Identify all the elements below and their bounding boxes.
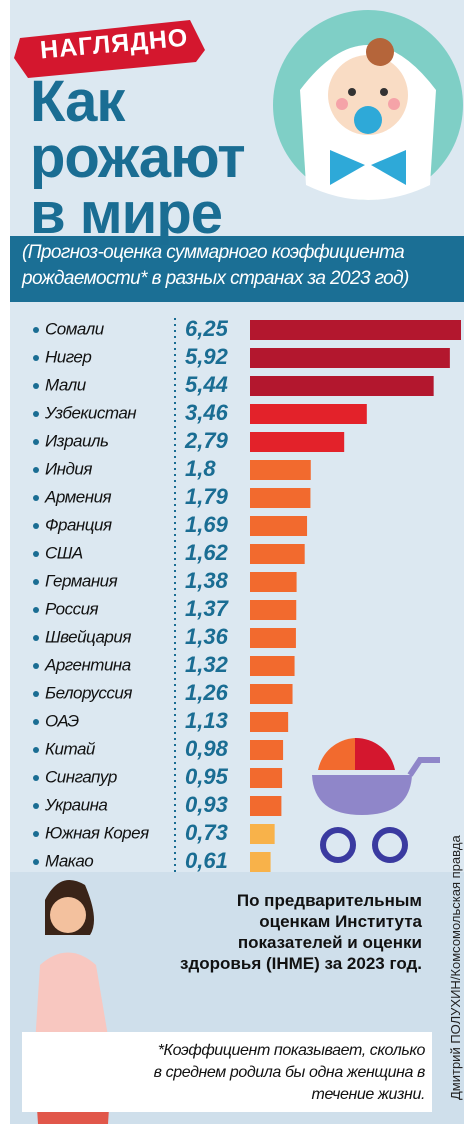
value-label: 1,26 <box>185 680 229 705</box>
bar <box>250 740 283 760</box>
value-label: 1,13 <box>185 708 228 733</box>
bullet <box>33 607 39 613</box>
bar <box>250 432 344 452</box>
value-label: 1,32 <box>185 652 229 677</box>
bar <box>250 796 281 816</box>
bullet <box>33 523 39 529</box>
bar <box>250 460 311 480</box>
value-label: 3,46 <box>185 400 229 425</box>
value-label: 1,38 <box>185 568 229 593</box>
bar <box>250 600 296 620</box>
value-label: 1,79 <box>185 484 229 509</box>
bar <box>250 628 296 648</box>
category-label: Узбекистан <box>44 403 137 422</box>
bar <box>250 768 282 788</box>
value-label: 5,92 <box>185 344 229 369</box>
value-label: 1,37 <box>185 596 230 621</box>
category-label: Швейцария <box>45 627 131 646</box>
bullet <box>33 635 39 641</box>
bullet <box>33 411 39 417</box>
bar <box>250 712 288 732</box>
bar <box>250 852 271 872</box>
category-label: США <box>45 543 83 562</box>
source-note: По предварительным оценкам Института пок… <box>170 890 422 974</box>
chart-subtitle: (Прогноз-оценка суммарного коэффициента … <box>22 240 442 292</box>
bullet <box>33 579 39 585</box>
bullet <box>33 691 39 697</box>
bullet <box>33 327 39 333</box>
bullet <box>33 355 39 361</box>
value-label: 0,98 <box>185 736 229 761</box>
value-label: 1,62 <box>185 540 229 565</box>
value-label: 1,8 <box>185 456 216 481</box>
category-label: Франция <box>45 515 112 534</box>
category-label: ОАЭ <box>45 711 79 730</box>
footnote: *Коэффициент показывает, сколько в средн… <box>150 1040 425 1106</box>
value-label: 6,25 <box>185 316 229 341</box>
bar <box>250 572 297 592</box>
category-label: Белоруссия <box>45 683 132 702</box>
bullet <box>33 663 39 669</box>
infographic: Сомали 6,25 Нигер 5,92 Мали 5,44 Узбекистан 3,4… <box>0 0 464 1124</box>
category-label: Макао <box>45 851 93 870</box>
value-label: 1,69 <box>185 512 229 537</box>
category-label: Сингапур <box>45 767 117 786</box>
value-label: 5,44 <box>185 372 228 397</box>
bullet <box>33 775 39 781</box>
bar <box>250 320 461 340</box>
bar <box>250 824 275 844</box>
value-label: 0,95 <box>185 764 229 789</box>
bullet <box>33 831 39 837</box>
bar <box>250 376 434 396</box>
chart-title: Как рожают в мире <box>30 74 270 242</box>
bar <box>250 516 307 536</box>
bar <box>250 656 295 676</box>
bullet <box>33 719 39 725</box>
value-label: 2,79 <box>184 428 229 453</box>
bullet <box>33 803 39 809</box>
bar <box>250 488 310 508</box>
bar <box>250 348 450 368</box>
category-label: Армения <box>44 487 112 506</box>
baby-illustration <box>273 10 463 200</box>
bar <box>250 404 367 424</box>
bullet <box>33 439 39 445</box>
category-label: Израиль <box>45 431 108 450</box>
credit: Дмитрий ПОЛУХИН/Комсомольская правда <box>448 770 463 1100</box>
bullet <box>33 495 39 501</box>
category-label: Аргентина <box>44 655 131 674</box>
category-label: Южная Корея <box>45 823 149 842</box>
value-label: 0,73 <box>185 820 228 845</box>
category-label: Китай <box>45 739 96 758</box>
category-label: Россия <box>45 599 99 618</box>
category-label: Германия <box>45 571 118 590</box>
category-label: Нигер <box>45 347 91 366</box>
category-label: Сомали <box>45 319 105 338</box>
bar <box>250 684 293 704</box>
category-label: Индия <box>45 459 92 478</box>
category-label: Украина <box>44 795 107 814</box>
bar <box>250 544 305 564</box>
value-label: 1,36 <box>185 624 229 649</box>
category-label: Мали <box>45 375 87 394</box>
value-label: 0,93 <box>185 792 228 817</box>
bullet <box>33 467 39 473</box>
value-label: 0,61 <box>185 848 228 873</box>
bullet <box>33 747 39 753</box>
bullet <box>33 859 39 865</box>
bullet <box>33 383 39 389</box>
bullet <box>33 551 39 557</box>
